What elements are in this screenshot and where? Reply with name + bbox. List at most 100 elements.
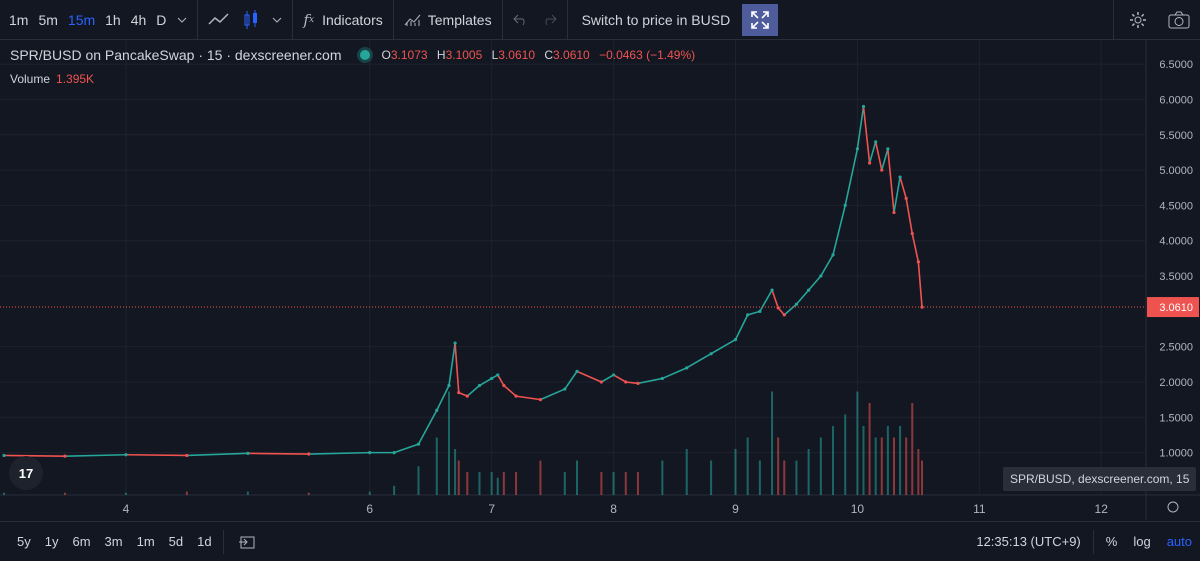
price-point: [867, 161, 872, 165]
price-segment: [600, 374, 614, 383]
price-segment: [911, 233, 920, 263]
chevron-down-icon[interactable]: [171, 0, 193, 39]
range-6m[interactable]: 6m: [72, 534, 91, 549]
interval-1h[interactable]: 1h: [105, 11, 121, 28]
price-point: [819, 274, 823, 278]
price-point: [685, 366, 689, 370]
range-1d[interactable]: 1d: [197, 534, 212, 549]
goto-date-icon[interactable]: [228, 534, 266, 550]
price-segment: [856, 106, 865, 150]
separator: [1092, 529, 1094, 554]
price-segment: [905, 198, 914, 234]
volume-bar: [905, 437, 908, 495]
auto-toggle[interactable]: auto: [1166, 534, 1192, 549]
price-segment: [917, 261, 923, 308]
price-point: [575, 369, 579, 373]
templates-button[interactable]: Templates: [398, 0, 498, 39]
price-point: [611, 373, 616, 377]
price-segment: [576, 370, 602, 383]
price-point: [514, 394, 518, 398]
volume-bar: [832, 426, 835, 495]
last-price-label: 3.0610: [1159, 302, 1193, 314]
y-tick-label: 4.5000: [1159, 200, 1193, 212]
price-point: [307, 452, 311, 456]
interval-1m[interactable]: 1m: [9, 11, 29, 28]
expand-icon: [751, 10, 769, 29]
camera-icon[interactable]: [1158, 0, 1200, 39]
y-tick-label: 5.5000: [1159, 130, 1193, 142]
line-chart-type-icon[interactable]: [202, 0, 236, 39]
price-segment: [899, 176, 907, 199]
redo-icon[interactable]: [535, 0, 563, 39]
interval-D[interactable]: D: [156, 11, 167, 28]
price-segment: [436, 385, 450, 411]
chart-area[interactable]: 6.5000 6.0000 5.5000 5.0000 4.5000 4.0000 3.50…: [0, 40, 1200, 520]
separator: [392, 0, 394, 39]
interval-15m[interactable]: 15m: [67, 11, 96, 28]
price-point: [892, 210, 896, 215]
price-segment: [893, 177, 901, 213]
x-tick-label: 10: [851, 502, 865, 516]
separator: [1113, 0, 1114, 39]
clock-text[interactable]: 12:35:13 (UTC+9): [976, 534, 1081, 549]
volume-bar: [307, 492, 310, 495]
x-tick-label: 6: [366, 502, 373, 516]
price-point: [807, 288, 811, 292]
last-price-badge: [1147, 297, 1199, 318]
price-segment: [393, 443, 419, 454]
low-label: L: [491, 48, 499, 62]
volume-bar: [393, 485, 396, 495]
tradingview-logo-text: 17: [19, 466, 33, 481]
volume-bar: [612, 472, 615, 495]
ohlc-values: O3.1073 H3.1005 L3.0610 C3.0610 −0.0463 …: [382, 48, 702, 62]
price-segment: [783, 303, 797, 316]
high-label: H: [436, 48, 446, 62]
price-segment: [747, 310, 761, 316]
price-segment: [881, 148, 889, 171]
volume-bar: [886, 426, 889, 495]
volume-bar: [563, 472, 566, 495]
chevron-down-icon[interactable]: [266, 0, 288, 39]
price-segment: [540, 388, 566, 401]
price-chart[interactable]: 6.5000 6.0000 5.5000 5.0000 4.5000 4.0000 3.50…: [0, 40, 1200, 520]
price-point: [599, 380, 603, 384]
price-point: [416, 442, 421, 446]
volume-bar: [576, 460, 578, 495]
volume-bar: [3, 492, 5, 495]
interval-4h[interactable]: 4h: [130, 11, 147, 28]
price-point: [874, 140, 878, 144]
price-point: [563, 387, 567, 391]
price-point: [733, 338, 738, 342]
fullscreen-button[interactable]: [742, 3, 779, 36]
price-point: [2, 453, 6, 458]
price-segment: [497, 374, 505, 386]
volume-bar: [777, 437, 780, 495]
y-tick-label: 2.0000: [1159, 377, 1193, 389]
range-1m[interactable]: 1m: [136, 534, 155, 549]
range-5y[interactable]: 5y: [17, 534, 31, 549]
volume-bar: [862, 426, 865, 495]
percent-toggle[interactable]: %: [1105, 534, 1118, 549]
open-label: O: [381, 48, 391, 62]
price-segment: [771, 289, 779, 309]
indicators-label: Indicators: [322, 11, 383, 28]
switch-price-button[interactable]: Switch to price in BUSD: [581, 11, 731, 28]
range-3m[interactable]: 3m: [104, 534, 123, 549]
range-1y[interactable]: 1y: [44, 534, 59, 549]
price-point: [898, 175, 902, 179]
log-toggle[interactable]: log: [1133, 534, 1151, 549]
y-tick-label: 1.0000: [1159, 448, 1193, 460]
price-segment: [874, 141, 883, 171]
interval-5m[interactable]: 5m: [38, 11, 58, 28]
price-point: [636, 381, 640, 385]
y-tick-label: 1.5000: [1159, 412, 1193, 424]
price-segment: [710, 338, 736, 355]
undo-icon[interactable]: [507, 0, 535, 39]
candlestick-chart-type-icon[interactable]: [236, 0, 266, 39]
volume-bar: [490, 472, 493, 495]
close-label: C: [544, 48, 554, 62]
gear-icon[interactable]: [1118, 0, 1158, 39]
range-5d[interactable]: 5d: [168, 534, 184, 549]
